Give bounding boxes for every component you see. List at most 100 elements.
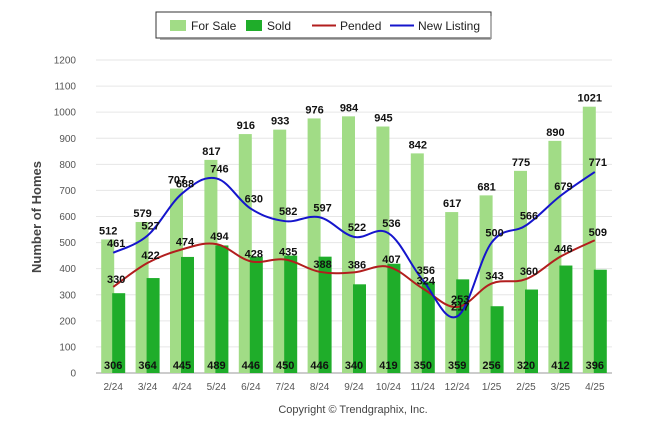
pended-value-label: 494 [210,231,229,243]
sold-value-label: 364 [138,360,157,372]
new-listing-value-label: 500 [485,228,503,240]
for-sale-bar [238,134,252,373]
pended-value-label: 343 [485,271,503,283]
for-sale-bar [479,195,493,373]
for-sale-value-label: 1021 [578,93,602,105]
sold-value-label: 419 [379,360,397,372]
x-tick-label: 6/24 [241,382,261,393]
for-sale-value-label: 817 [202,146,220,158]
new-listing-value-label: 356 [417,265,435,277]
y-tick-label: 900 [59,134,76,145]
pended-value-label: 474 [176,236,195,248]
y-tick-label: 200 [59,316,76,327]
pended-value-label: 386 [348,259,366,271]
sold-bar [112,293,126,373]
sold-value-label: 320 [517,360,535,372]
y-tick-label: 100 [59,342,76,353]
new-listing-value-label: 679 [554,181,572,193]
x-tick-label: 12/24 [445,382,470,393]
new-listing-value-label: 522 [348,222,366,234]
new-listing-value-label: 771 [589,157,607,169]
sold-bar [559,265,573,373]
x-axis-ticks: 2/24 3/24 4/24 5/24 6/24 7/24 8/24 9/24 10/24 11/… [103,382,605,393]
pended-value-label: 253 [451,294,469,306]
y-tick-label: 800 [59,160,76,171]
y-tick-label: 700 [59,186,76,197]
x-tick-label: 2/24 [103,382,123,393]
sold-value-label: 359 [448,360,466,372]
pended-value-label: 330 [107,274,125,286]
x-tick-label: 10/24 [376,382,401,393]
for-sale-value-label: 617 [443,198,461,210]
pended-value-label: 388 [313,259,331,271]
for-sale-bar [101,239,115,373]
for-sale-value-label: 945 [374,113,392,125]
new-listing-value-label: 461 [107,238,125,250]
for-sale-bar [342,116,355,373]
for-sale-bar [307,118,321,373]
y-axis-ticks: 0 100 200 300 400 500 600 700 800 900 1000 1100 1200 [54,56,77,380]
new-listing-value-label: 566 [520,210,538,222]
for-sale-value-label: 842 [409,139,427,151]
sold-bar [387,263,401,373]
sold-value-label: 306 [104,360,122,372]
for-sale-bar [204,159,218,373]
new-listing-value-label: 536 [382,218,400,230]
sold-bar [181,256,194,373]
sold-bar [421,281,435,373]
pended-value-label: 509 [589,227,607,239]
bars [101,106,607,374]
for-sale-bar [170,188,183,373]
for-sale-bar [410,153,424,373]
x-tick-label: 5/24 [207,382,227,393]
y-tick-label: 1000 [54,108,77,119]
sold-value-label: 340 [345,360,363,372]
y-tick-label: 500 [59,238,76,249]
x-tick-label: 9/24 [344,382,364,393]
for-sale-bar [376,126,390,373]
sold-bar [593,269,607,373]
pended-value-label: 407 [382,254,400,266]
sold-bar [490,306,504,373]
copyright-credit: Copyright © Trendgraphix, Inc. [278,404,427,416]
x-tick-label: 8/24 [310,382,330,393]
x-tick-label: 3/25 [551,382,571,393]
legend-label: Pended [340,19,381,33]
for-sale-value-label: 916 [237,120,255,132]
new-listing-value-label: 582 [279,206,297,218]
for-sale-value-label: 976 [305,104,323,116]
pended-value-label: 435 [279,247,297,259]
sold-bar [215,245,229,373]
for-sale-bar [445,212,459,373]
legend: For Sale Sold Pended New Listing [155,11,492,40]
for-sale-bar [273,129,287,373]
y-axis-title: Number of Homes [29,161,44,273]
sold-value-label: 412 [551,360,569,372]
pended-value-label: 422 [141,250,159,262]
sold-bar [284,255,298,373]
x-tick-label: 11/24 [411,382,436,393]
for-sale-value-label: 775 [512,157,530,169]
legend-label: New Listing [418,19,480,33]
sold-value-label: 396 [586,360,604,372]
sold-value-label: 350 [414,360,432,372]
y-tick-label: 0 [70,369,76,380]
x-tick-label: 2/25 [516,382,536,393]
for-sale-bar [135,221,149,373]
x-tick-label: 4/24 [172,382,192,393]
new-listing-value-label: 688 [176,179,194,191]
x-tick-label: 4/25 [585,382,605,393]
for-sale-value-label: 984 [340,102,359,114]
for-sale-value-label: 890 [546,127,564,139]
pended-value-label: 324 [417,275,436,287]
lines [112,171,596,319]
pended-value-label: 446 [554,244,572,256]
sold-bar [146,278,160,373]
legend-label: For Sale [191,19,237,33]
pended-line [112,239,596,309]
sold-value-label: 256 [482,360,500,372]
legend-swatch-sold [246,20,262,31]
sold-value-label: 489 [207,360,225,372]
x-tick-label: 1/25 [482,382,502,393]
sold-value-label: 446 [310,360,328,372]
